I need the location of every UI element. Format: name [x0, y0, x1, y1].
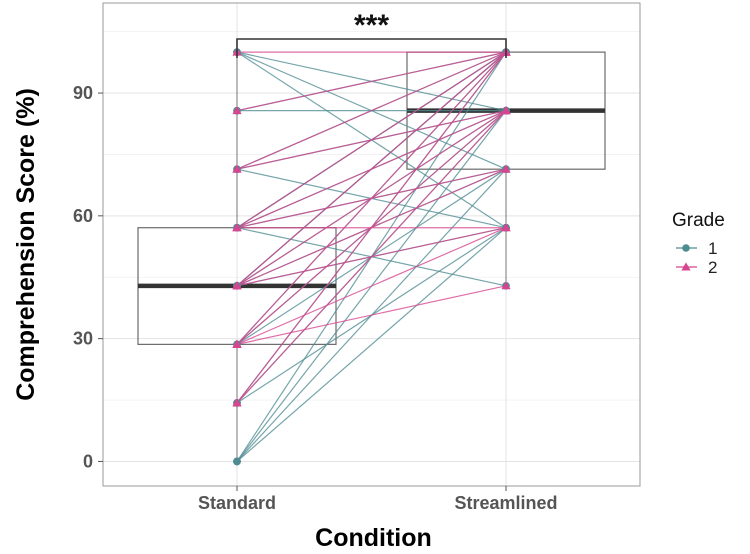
pair-line-grade-2: [236, 168, 507, 287]
points-layer: [232, 47, 511, 466]
panel-border: [102, 2, 641, 487]
significance-label: ***: [354, 9, 389, 42]
pair-line-grade-2: [236, 51, 507, 287]
significance-bracket-line: [236, 38, 507, 58]
pair-line-grade-2: [236, 285, 507, 345]
point-grade-2-standard: [232, 281, 242, 290]
x-axis-title: Condition: [315, 524, 432, 552]
grid-layer: [103, 3, 640, 486]
legend-key-marker: [681, 262, 691, 271]
legend-label: 2: [708, 258, 717, 277]
x-tick-label: Standard: [198, 493, 276, 513]
pair-line-grade-2: [236, 51, 507, 170]
point-grade-2-streamlined: [501, 106, 511, 115]
y-tick-label: 60: [73, 206, 93, 226]
pair-line-grade-1: [236, 227, 507, 462]
y-axis-ticks: 0 30 60 90: [73, 83, 103, 471]
y-axis-title: Comprehension Score (%): [12, 88, 40, 401]
pair-line-grade-2: [236, 51, 507, 112]
point-grade-2-standard: [232, 106, 242, 115]
point-grade-2-streamlined: [501, 164, 511, 173]
y-tick-label: 90: [73, 83, 93, 103]
significance-bracket: ***: [236, 9, 507, 58]
legend: Grade 12: [672, 210, 725, 277]
x-tick-label: Streamlined: [454, 493, 557, 513]
x-axis-ticks: Standard Streamlined: [198, 486, 558, 513]
legend-items: 12: [676, 239, 717, 277]
point-grade-2-streamlined: [501, 281, 511, 290]
point-grade-2-standard: [232, 339, 242, 348]
pair-line-grade-2: [236, 110, 507, 404]
pair-line-grade-2: [236, 168, 507, 229]
legend-title: Grade: [672, 210, 725, 231]
y-tick-label: 30: [73, 329, 93, 349]
paired-lines-layer: [236, 51, 507, 462]
y-tick-label: 0: [83, 451, 93, 471]
pair-line-grade-2: [236, 51, 507, 229]
point-grade-1-standard: [233, 457, 241, 466]
point-grade-2-standard: [232, 398, 242, 407]
pair-line-grade-2: [236, 227, 507, 345]
legend-label: 1: [708, 239, 717, 258]
point-grade-2-standard: [232, 164, 242, 173]
legend-key-marker: [682, 244, 690, 252]
point-grade-2-standard: [232, 223, 242, 232]
point-grade-2-streamlined: [501, 223, 511, 232]
